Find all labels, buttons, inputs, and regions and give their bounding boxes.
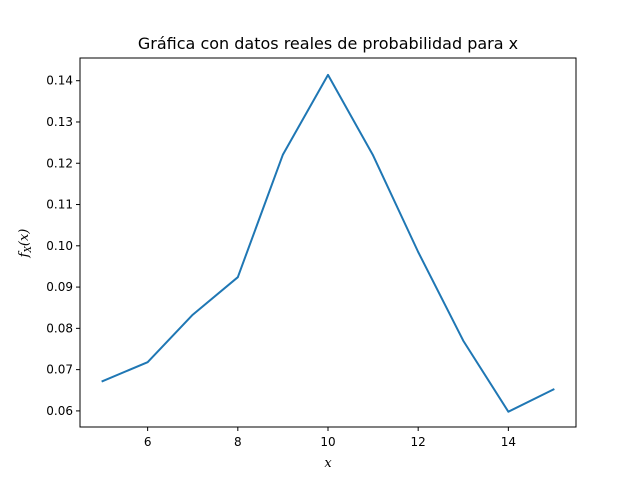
data-point [417, 251, 419, 253]
x-axis-ticks: 6 8 10 12 14 [144, 427, 516, 449]
data-point [101, 380, 104, 382]
x-axis-label: x [324, 456, 332, 471]
x-tick-label: 12 [411, 435, 426, 449]
y-tick-label: 0.07 [46, 363, 73, 377]
data-point [282, 153, 284, 156]
y-label-main: f [17, 250, 32, 258]
y-tick-label: 0.13 [46, 115, 73, 129]
x-tick-label: 8 [234, 435, 242, 449]
y-tick-label: 0.08 [46, 321, 73, 335]
data-point [462, 339, 465, 342]
data-point [327, 74, 329, 76]
y-tick-label: 0.11 [46, 198, 73, 212]
data-point [191, 313, 194, 316]
y-label-subscript: X [24, 246, 34, 254]
x-tick-label: 10 [320, 435, 335, 449]
x-tick-label: 6 [144, 435, 152, 449]
y-tick-label: 0.10 [46, 239, 73, 253]
y-tick-label: 0.14 [46, 74, 73, 88]
x-tick-label: 14 [501, 435, 516, 449]
chart-title: Gráfica con datos reales de probabilidad… [138, 34, 518, 53]
y-tick-label: 0.09 [46, 280, 73, 294]
y-tick-label: 0.06 [46, 404, 73, 418]
y-tick-label: 0.12 [46, 156, 73, 170]
data-point [552, 388, 555, 391]
data-point [507, 410, 510, 413]
y-axis-ticks: 0.06 0.07 0.08 0.09 0.10 0.11 0.12 0.13 0.14 [46, 74, 80, 418]
data-point [237, 276, 239, 278]
data-point [372, 154, 374, 157]
data-point [146, 361, 149, 364]
y-label-rest: (x) [17, 229, 32, 246]
y-axis-label: fX(x) [17, 229, 34, 259]
